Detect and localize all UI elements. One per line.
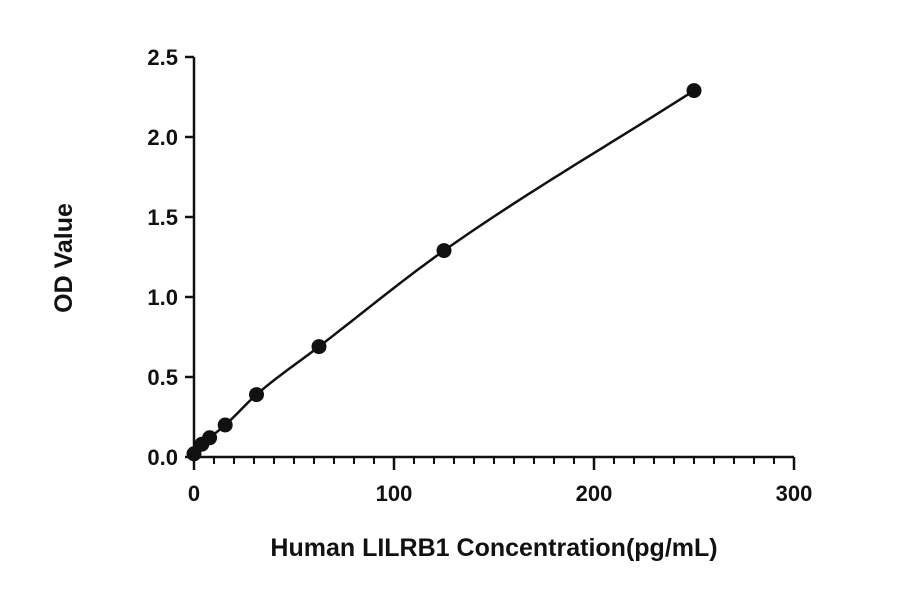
y-tick-label: 1.5 <box>147 205 178 230</box>
data-point <box>249 387 264 403</box>
fit-curve-line <box>193 89 695 455</box>
data-point <box>217 417 233 433</box>
x-tick-label: 100 <box>376 481 413 506</box>
x-tick-label: 200 <box>576 481 613 506</box>
data-point <box>311 339 327 355</box>
y-tick-label: 0.5 <box>147 365 178 390</box>
y-axis-title: OD Value <box>50 203 78 313</box>
data-point <box>686 83 702 99</box>
data-point <box>436 243 452 259</box>
axes: 0.0 0.5 1.0 1.5 2.0 2.5 0 100 200 300 <box>147 45 812 506</box>
x-tick-label: 0 <box>188 481 200 506</box>
y-tick-label: 1.0 <box>147 285 178 310</box>
fit-curve <box>193 89 695 455</box>
y-tick-label: 2.0 <box>147 125 178 150</box>
data-points <box>186 83 702 462</box>
y-tick-label: 0.0 <box>147 445 178 470</box>
x-tick-label: 300 <box>776 481 813 506</box>
y-tick-label: 2.5 <box>147 45 178 70</box>
x-axis-title: Human LILRB1 Concentration(pg/mL) <box>270 534 717 562</box>
data-point <box>202 430 218 446</box>
